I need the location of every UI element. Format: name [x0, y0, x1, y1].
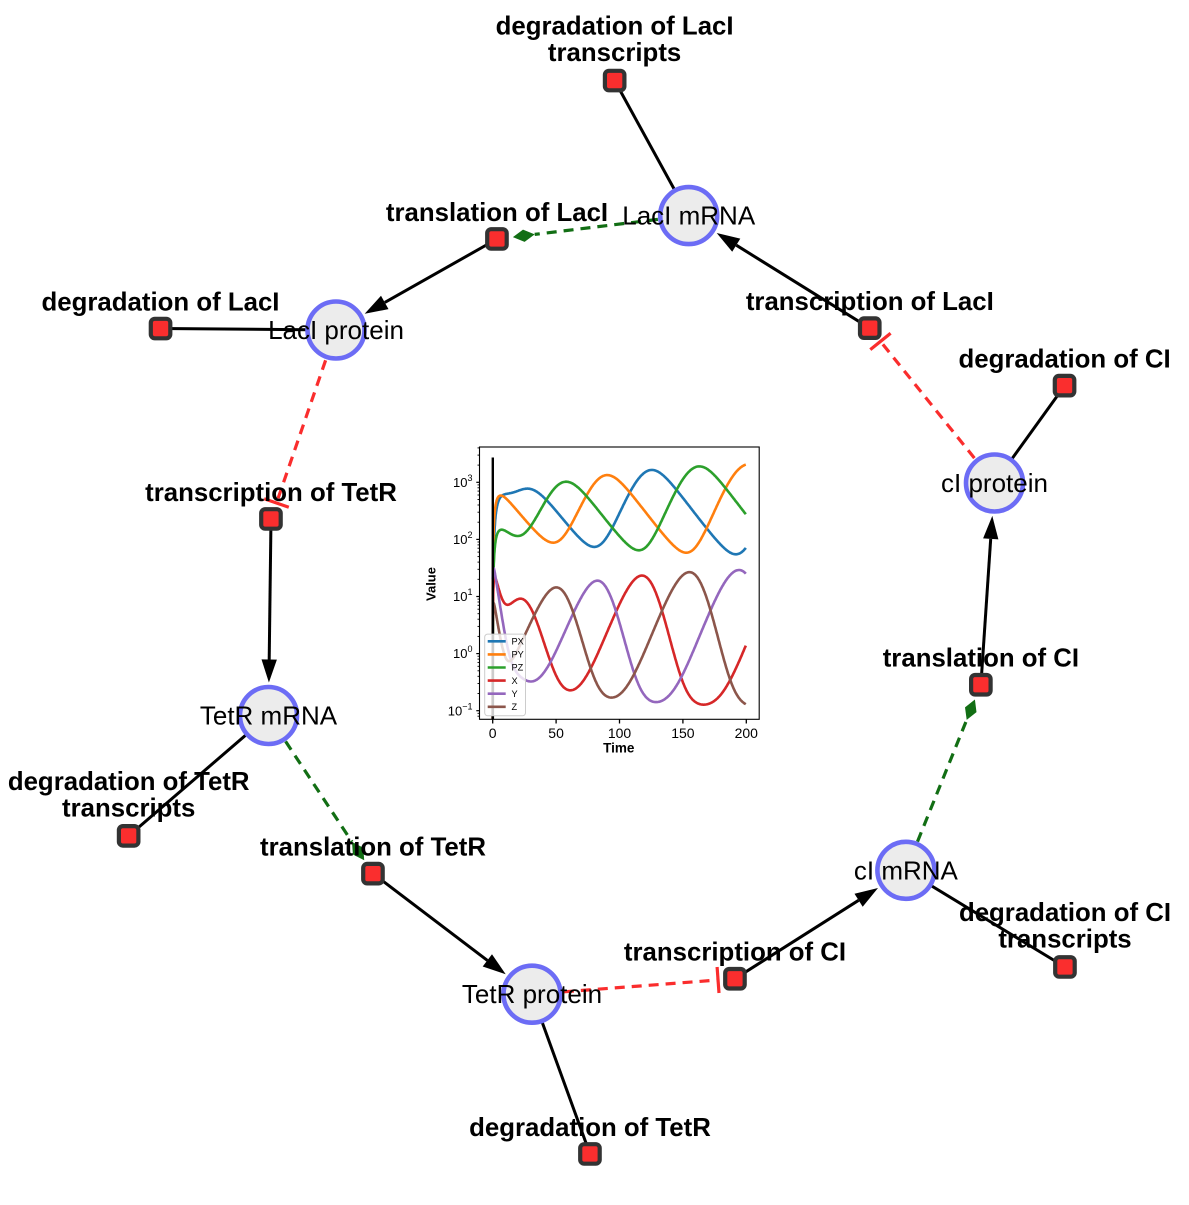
svg-text:transcripts: transcripts	[998, 926, 1131, 954]
svg-text:Time: Time	[603, 741, 635, 756]
svg-text:Z: Z	[512, 702, 518, 712]
svg-text:transcripts: transcripts	[548, 39, 681, 67]
svg-text:translation of CI: translation of CI	[883, 645, 1079, 673]
svg-text:PY: PY	[512, 650, 524, 660]
svg-text:PX: PX	[512, 637, 524, 647]
svg-text:degradation of CI: degradation of CI	[959, 899, 1171, 927]
svg-text:degradation of TetR: degradation of TetR	[469, 1114, 711, 1142]
svg-text:transcription of LacI: transcription of LacI	[746, 288, 994, 316]
svg-text:cI protein: cI protein	[941, 468, 1048, 498]
svg-text:LacI mRNA: LacI mRNA	[622, 201, 756, 231]
svg-text:Value: Value	[424, 567, 439, 601]
svg-text:translation of TetR: translation of TetR	[260, 834, 486, 862]
svg-text:200: 200	[735, 725, 759, 741]
svg-text:LacI protein: LacI protein	[268, 315, 404, 345]
svg-text:degradation of LacI: degradation of LacI	[42, 289, 280, 317]
svg-text:PZ: PZ	[512, 663, 524, 673]
svg-text:degradation of CI: degradation of CI	[959, 346, 1171, 374]
svg-text:transcripts: transcripts	[62, 794, 195, 822]
svg-text:degradation of LacI: degradation of LacI	[496, 13, 734, 41]
svg-text:cI mRNA: cI mRNA	[854, 855, 959, 885]
svg-text:X: X	[512, 676, 518, 686]
svg-text:degradation of TetR: degradation of TetR	[8, 768, 250, 796]
svg-text:TetR mRNA: TetR mRNA	[200, 701, 338, 731]
svg-text:100: 100	[608, 725, 632, 741]
svg-text:0: 0	[489, 725, 497, 741]
svg-text:transcription of TetR: transcription of TetR	[145, 479, 397, 507]
svg-text:150: 150	[671, 725, 695, 741]
svg-text:TetR protein: TetR protein	[462, 979, 602, 1009]
svg-text:50: 50	[548, 725, 564, 741]
svg-text:transcription of CI: transcription of CI	[624, 939, 846, 967]
svg-text:translation of LacI: translation of LacI	[386, 199, 608, 227]
svg-text:Y: Y	[512, 689, 518, 699]
